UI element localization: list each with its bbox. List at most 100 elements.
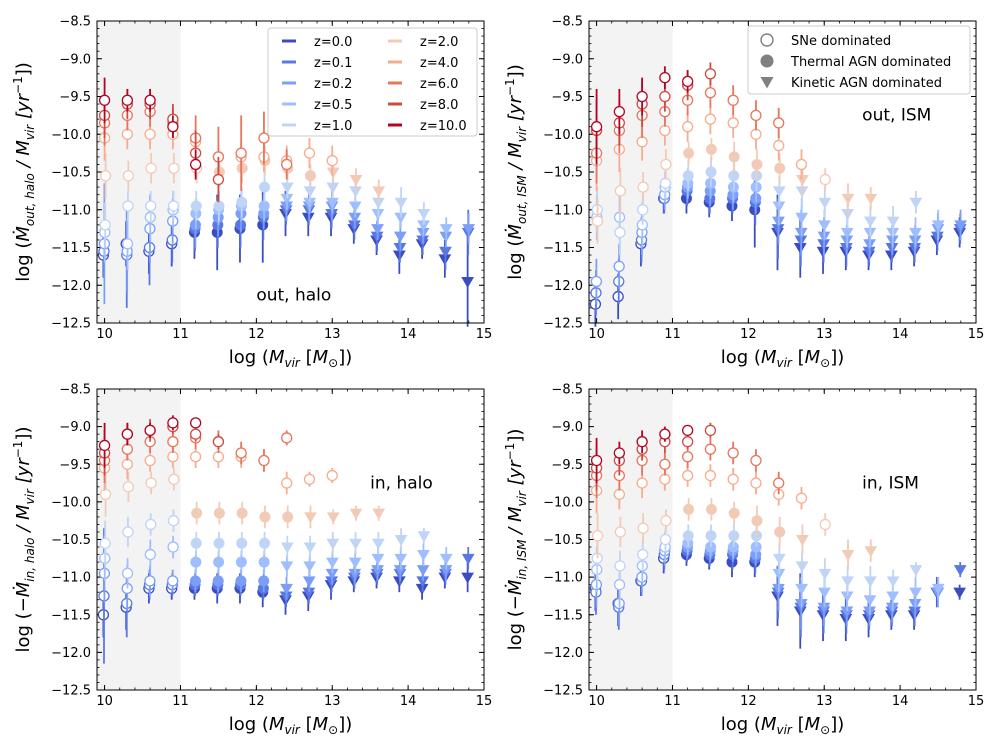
point-kinetic-agn [795,561,809,573]
point-sne [681,121,694,133]
point-kinetic-agn [372,186,386,198]
point-thermal-agn [728,151,740,163]
point-kinetic-agn [909,227,922,239]
point-sne [122,481,135,493]
point-thermal-agn [236,537,248,549]
shaded-region [97,389,181,690]
point-sne [122,526,134,538]
point-sne [750,454,762,467]
point-thermal-agn [774,526,786,538]
point-sne [681,436,694,448]
y-tick-label: −9.5 [59,90,91,105]
point-kinetic-agn [348,201,362,213]
y-tick-label: −12.0 [543,646,583,661]
x-tick-label: 10 [96,327,113,342]
x-tick-label: 15 [476,327,493,342]
point-kinetic-agn [280,583,293,595]
legend-label: z=0.0 [314,35,352,50]
point-sne [144,548,156,561]
x-tick-label: 14 [892,694,909,709]
point-sne [795,492,808,504]
point-kinetic-agn [886,576,900,588]
point-thermal-agn [235,575,247,587]
y-tick-label: −12.5 [543,317,583,332]
data-points [97,77,475,327]
point-sne [681,451,694,463]
point-kinetic-agn [953,587,966,599]
point-kinetic-agn [394,535,408,546]
point-sne [121,443,134,455]
y-tick-label: −11.5 [51,241,91,256]
point-kinetic-agn [393,231,407,243]
x-tick-label: 14 [400,694,417,709]
point-sne [99,219,111,231]
point-kinetic-agn [348,557,362,569]
point-kinetic-agn [818,220,831,232]
point-sne [704,87,717,99]
point-kinetic-agn [863,595,877,607]
point-sne [704,424,717,437]
panel-out-halo: 10 11 12 13 14 15 −12.5 −12.0 −11.5 −11.0 −10.5 −10… [11,15,492,371]
point-thermal-agn [258,200,270,212]
legend-label: z=0.1 [314,56,352,71]
point-sne [121,567,134,580]
point-kinetic-agn [795,212,809,224]
point-sne [637,522,649,534]
point-kinetic-agn [796,175,809,187]
point-kinetic-agn [796,535,809,546]
point-kinetic-agn [818,568,832,580]
x-axis-label: log (Mvir [M⊙]) [229,347,352,370]
legend-marker [760,77,774,89]
point-thermal-agn [258,575,270,587]
point-sne [303,473,316,485]
x-tick-label: 11 [664,327,681,342]
point-sne [99,537,111,549]
y-tick-label: −11.0 [543,571,583,586]
point-sne [212,451,225,463]
point-thermal-agn [751,515,763,527]
point-sne [145,518,157,531]
point-sne [145,162,157,174]
point-sne [168,162,180,174]
legend-box [747,25,971,95]
panel-annotation: in, halo [370,473,433,493]
point-sne [659,428,671,440]
point-thermal-agn [683,147,695,159]
point-sne [727,473,739,485]
point-sne [212,173,225,186]
point-kinetic-agn [954,220,967,232]
point-thermal-agn [235,556,247,568]
x-axis-label: log (Mvir [M⊙]) [229,714,352,737]
point-kinetic-agn [302,576,316,588]
point-kinetic-agn [931,583,945,595]
point-kinetic-agn [818,197,832,209]
point-kinetic-agn [439,553,453,565]
x-tick-label: 12 [248,694,265,709]
y-tick-label: −11.5 [51,608,91,623]
x-tick-label: 10 [588,327,605,342]
point-thermal-agn [258,556,270,568]
point-sne [122,170,135,182]
point-sne [727,117,739,129]
point-sne [235,447,247,459]
y-tick-label: −10.5 [543,166,583,181]
point-sne [281,477,293,489]
shaded-region [589,21,673,323]
point-thermal-agn [682,530,694,542]
point-kinetic-agn [772,553,786,565]
point-thermal-agn [190,200,202,212]
point-sne [189,428,202,440]
point-kinetic-agn [417,531,431,543]
legend-label: z=0.5 [314,98,352,113]
point-kinetic-agn [326,538,340,550]
point-kinetic-agn [863,576,877,588]
point-sne [189,451,202,463]
point-kinetic-agn [326,512,340,524]
point-sne [614,526,627,538]
point-sne [637,204,649,216]
y-tick-label: −10.0 [543,128,583,143]
point-sne [258,454,270,467]
point-sne [145,200,157,212]
point-thermal-agn [683,503,695,515]
